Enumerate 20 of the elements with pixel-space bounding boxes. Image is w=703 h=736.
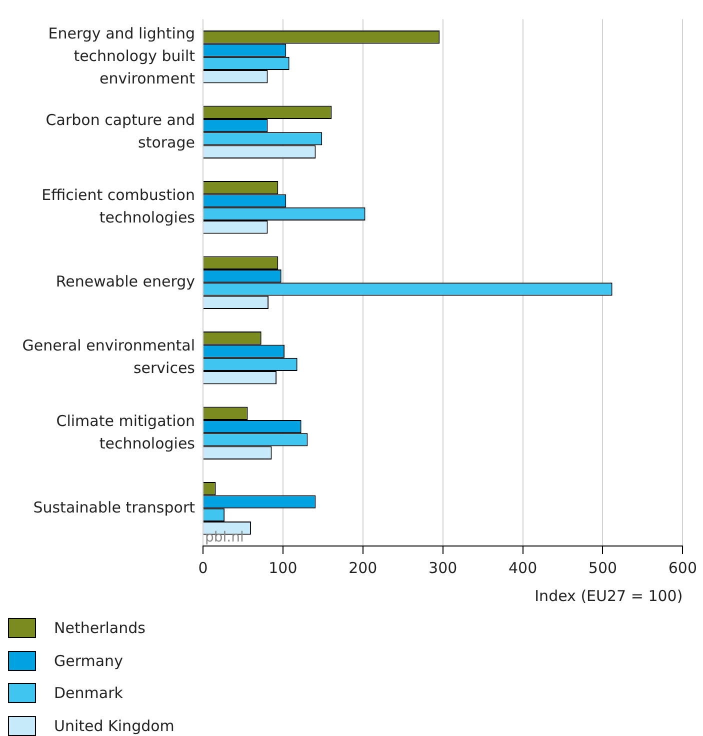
y-tick-label: Efficient combustion technologies [42,186,196,227]
y-tick-label: Climate mitigation technologies [56,412,196,452]
y-tick-label: General environmental services [22,336,196,378]
x-tick-label: 500 [588,558,618,577]
legend-label: United Kingdom [54,716,174,735]
annotation: pbl.nl [205,530,244,546]
legend-label: Denmark [54,684,123,702]
legend-label: Netherlands [54,619,146,638]
legend-label: Germany [54,652,123,670]
x-axis-title: Index (EU27 = 100) [534,586,683,605]
y-tick-label: Energy and lighting technology built environment [48,24,196,88]
x-tick-label: 400 [508,558,538,577]
x-tick-label: 300 [428,558,458,577]
x-tick-label: 100 [268,558,298,577]
y-tick-label: Renewable energy [56,272,196,291]
x-tick-label: 600 [668,558,698,577]
y-tick-label: Sustainable transport [33,498,196,516]
x-tick-label: 0 [198,558,208,577]
y-tick-label: Carbon capture and storage [46,110,195,152]
x-tick-label: 200 [348,558,378,577]
